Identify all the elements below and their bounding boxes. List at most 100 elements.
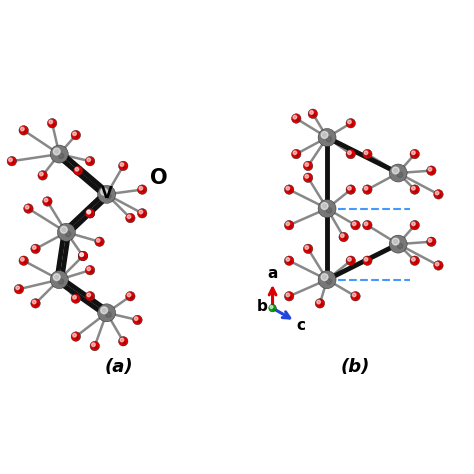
- Circle shape: [73, 166, 83, 175]
- Circle shape: [90, 213, 92, 216]
- Circle shape: [321, 273, 328, 281]
- Circle shape: [326, 279, 331, 284]
- Circle shape: [410, 220, 419, 230]
- Circle shape: [303, 173, 313, 182]
- Circle shape: [303, 161, 313, 171]
- Circle shape: [90, 213, 92, 216]
- Circle shape: [397, 172, 402, 178]
- Circle shape: [65, 231, 71, 237]
- Circle shape: [292, 149, 301, 159]
- Circle shape: [11, 161, 14, 164]
- Circle shape: [31, 244, 40, 254]
- Circle shape: [289, 225, 292, 228]
- Circle shape: [367, 154, 370, 156]
- Circle shape: [435, 191, 439, 195]
- Circle shape: [363, 220, 372, 230]
- Circle shape: [98, 304, 116, 322]
- Circle shape: [355, 225, 358, 228]
- Circle shape: [318, 271, 336, 289]
- Circle shape: [123, 341, 126, 344]
- Circle shape: [367, 260, 370, 263]
- Circle shape: [272, 308, 274, 310]
- Circle shape: [80, 253, 83, 256]
- Circle shape: [321, 202, 328, 210]
- Circle shape: [130, 218, 133, 220]
- Circle shape: [35, 248, 38, 251]
- Circle shape: [47, 201, 50, 204]
- Circle shape: [82, 255, 85, 258]
- Circle shape: [98, 185, 116, 203]
- Circle shape: [50, 271, 68, 289]
- Circle shape: [351, 220, 360, 230]
- Circle shape: [286, 222, 290, 226]
- Circle shape: [106, 312, 111, 318]
- Circle shape: [326, 137, 331, 142]
- Circle shape: [96, 238, 100, 242]
- Circle shape: [127, 215, 131, 219]
- Circle shape: [350, 154, 353, 156]
- Circle shape: [134, 317, 138, 320]
- Circle shape: [127, 293, 131, 297]
- Circle shape: [343, 237, 346, 239]
- Circle shape: [71, 130, 81, 140]
- Circle shape: [347, 151, 351, 155]
- Circle shape: [434, 261, 443, 270]
- Circle shape: [308, 109, 318, 118]
- Circle shape: [120, 338, 124, 342]
- Circle shape: [284, 292, 294, 301]
- Circle shape: [270, 306, 273, 309]
- Circle shape: [14, 284, 24, 294]
- Circle shape: [367, 225, 370, 228]
- Circle shape: [139, 186, 143, 190]
- Circle shape: [339, 232, 348, 242]
- Circle shape: [9, 158, 12, 162]
- Circle shape: [428, 238, 432, 242]
- Circle shape: [293, 151, 297, 155]
- Circle shape: [284, 185, 294, 194]
- Circle shape: [19, 126, 28, 135]
- Circle shape: [120, 163, 124, 166]
- Circle shape: [118, 337, 128, 346]
- Circle shape: [289, 296, 292, 299]
- Circle shape: [53, 273, 60, 281]
- Circle shape: [75, 167, 79, 171]
- Circle shape: [296, 154, 299, 156]
- Circle shape: [350, 260, 353, 263]
- Circle shape: [346, 118, 356, 128]
- Circle shape: [414, 189, 417, 192]
- Circle shape: [87, 293, 91, 297]
- Circle shape: [7, 156, 17, 166]
- Circle shape: [60, 226, 67, 233]
- Circle shape: [73, 295, 76, 299]
- Text: c: c: [297, 319, 305, 333]
- Circle shape: [100, 188, 108, 195]
- Circle shape: [50, 145, 68, 163]
- Circle shape: [269, 304, 276, 312]
- Circle shape: [42, 175, 45, 178]
- Circle shape: [57, 223, 75, 241]
- Circle shape: [321, 131, 328, 138]
- Circle shape: [289, 260, 292, 263]
- Circle shape: [75, 336, 78, 339]
- Circle shape: [303, 244, 313, 254]
- Circle shape: [58, 279, 64, 284]
- Circle shape: [18, 289, 21, 292]
- Circle shape: [95, 237, 104, 246]
- Circle shape: [346, 185, 356, 194]
- Circle shape: [106, 193, 111, 199]
- Circle shape: [58, 153, 64, 158]
- Circle shape: [85, 156, 95, 166]
- Circle shape: [414, 225, 417, 228]
- Text: b: b: [256, 300, 267, 314]
- Circle shape: [414, 154, 417, 156]
- Circle shape: [411, 186, 415, 190]
- Circle shape: [364, 257, 368, 261]
- Circle shape: [292, 114, 301, 123]
- Circle shape: [438, 265, 441, 268]
- Circle shape: [94, 346, 97, 348]
- Circle shape: [308, 248, 310, 251]
- Circle shape: [139, 210, 143, 214]
- Circle shape: [126, 292, 135, 301]
- Circle shape: [85, 209, 95, 218]
- Circle shape: [20, 127, 24, 131]
